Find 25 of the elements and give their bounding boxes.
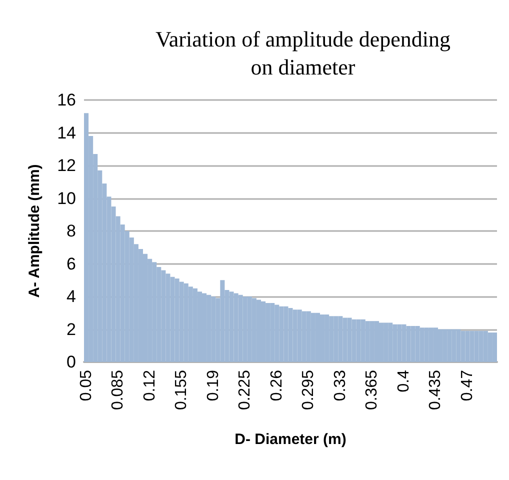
x-tick-label: 0.26 xyxy=(268,370,286,402)
y-tick-label: 6 xyxy=(66,254,76,274)
y-tick-label: 4 xyxy=(66,287,76,306)
x-tick-label: 0.4 xyxy=(395,370,412,392)
y-tick-label: 8 xyxy=(66,222,76,240)
y-tick-label: 12 xyxy=(57,156,76,175)
y-tick-label: 0 xyxy=(66,352,76,372)
x-tick-label: 0.085 xyxy=(110,370,127,410)
y-tick-label: 16 xyxy=(57,90,76,110)
y-tick-label: 10 xyxy=(57,188,76,208)
x-tick-label: 0.05 xyxy=(78,370,95,402)
x-tick-label: 0.365 xyxy=(364,370,381,410)
y-tick-label: 2 xyxy=(66,320,76,339)
x-tick-label: 0.225 xyxy=(236,370,254,410)
x-tick-label: 0.47 xyxy=(459,370,476,402)
y-axis-title: A- Amplitude (mm) xyxy=(26,164,43,298)
chart-title: Variation of amplitude depending on diameter xyxy=(155,26,451,80)
y-tick-label: 14 xyxy=(57,123,76,142)
x-tick-label: 0.295 xyxy=(300,370,318,410)
x-tick-label: 0.12 xyxy=(141,370,158,402)
x-tick-label: 0.19 xyxy=(204,370,222,402)
x-axis-title: D- Diameter (m) xyxy=(234,431,346,448)
x-tick-label: 0.435 xyxy=(427,370,444,410)
x-tick-label: 0.155 xyxy=(173,370,190,410)
x-tick-label: 0.33 xyxy=(332,370,349,402)
